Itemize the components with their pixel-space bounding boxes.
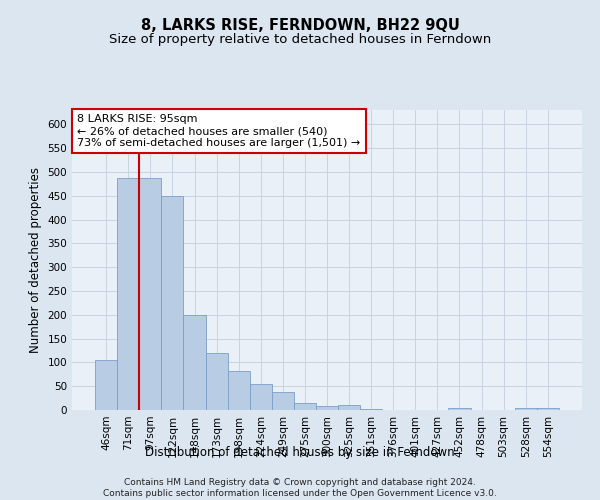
Bar [515, 408, 537, 410]
Bar [360, 409, 382, 410]
Bar [250, 384, 272, 410]
Text: Contains HM Land Registry data © Crown copyright and database right 2024.
Contai: Contains HM Land Registry data © Crown c… [103, 478, 497, 498]
Text: 8, LARKS RISE, FERNDOWN, BH22 9QU: 8, LARKS RISE, FERNDOWN, BH22 9QU [140, 18, 460, 32]
Bar [206, 353, 227, 410]
Text: Distribution of detached houses by size in Ferndown: Distribution of detached houses by size … [145, 446, 455, 459]
Bar [184, 315, 206, 410]
Text: 8 LARKS RISE: 95sqm
← 26% of detached houses are smaller (540)
73% of semi-detac: 8 LARKS RISE: 95sqm ← 26% of detached ho… [77, 114, 361, 148]
Bar [139, 178, 161, 410]
Bar [537, 408, 559, 410]
Text: Size of property relative to detached houses in Ferndown: Size of property relative to detached ho… [109, 32, 491, 46]
Bar [161, 196, 184, 410]
Y-axis label: Number of detached properties: Number of detached properties [29, 167, 42, 353]
Bar [316, 406, 338, 410]
Bar [272, 392, 294, 410]
Bar [448, 408, 470, 410]
Bar [117, 178, 139, 410]
Bar [227, 371, 250, 410]
Bar [294, 404, 316, 410]
Bar [95, 360, 117, 410]
Bar [338, 405, 360, 410]
